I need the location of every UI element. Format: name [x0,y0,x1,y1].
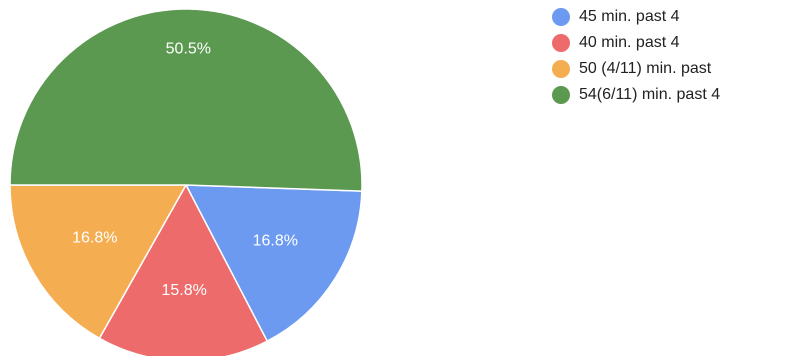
legend-swatch [552,60,570,78]
legend-item: 40 min. past 4 [552,30,720,56]
legend-label: 45 min. past 4 [579,8,680,25]
legend-swatch [552,8,570,26]
legend-swatch [552,34,570,52]
pie-slice [9,8,363,192]
legend-swatch [552,86,570,104]
pie-slice [184,184,363,343]
legend-label: 50 (4/11) min. past [579,60,712,77]
pie-slice [98,183,269,356]
pie-slice-label: 15.8% [161,282,206,299]
legend-label: 40 min. past 4 [579,34,680,51]
pie-slice-label: 16.8% [253,233,298,250]
pie-slice-label: 16.8% [72,229,117,246]
legend-item: 54(6/11) min. past 4 [552,82,720,108]
legend-label: 54(6/11) min. past 4 [579,86,721,103]
pie-slices [9,8,363,356]
legend-item: 45 min. past 4 [552,4,720,30]
legend-item: 50 (4/11) min. past [552,56,720,82]
pie-slice [9,184,188,340]
pie-labels: 16.8% 15.8% 16.8% 50.5% [72,41,298,299]
pie-slice-label: 50.5% [166,41,211,58]
legend: 45 min. past 4 40 min. past 4 50 (4/11) mi… [552,4,720,108]
pie-chart: 16.8% 15.8% 16.8% 50.5% [9,8,363,356]
